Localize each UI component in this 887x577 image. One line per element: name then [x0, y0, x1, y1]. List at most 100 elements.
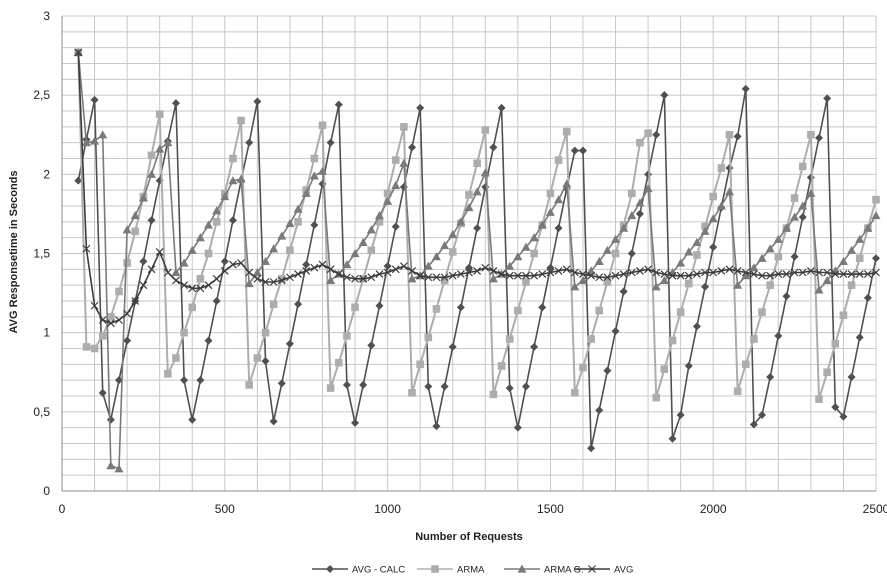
- data-point-arma: [229, 154, 237, 163]
- data-point-arma: [318, 121, 327, 130]
- data-point-avg: [294, 270, 302, 279]
- data-point-avg: [302, 266, 311, 275]
- data-point-avg: [668, 271, 677, 280]
- legend-swatch-marker: [326, 565, 334, 573]
- data-point-arma-g: [651, 282, 661, 291]
- data-point-arma: [709, 192, 717, 201]
- data-point-arma: [807, 130, 815, 139]
- data-point-arma-g: [81, 138, 91, 147]
- data-point-avg: [367, 273, 376, 282]
- data-point-arma-g: [773, 234, 783, 243]
- series-layer: [73, 47, 881, 473]
- data-point-avg-calc: [489, 143, 498, 152]
- data-point-arma: [628, 189, 636, 198]
- legend-swatch-marker: [431, 565, 439, 573]
- data-point-arma-g: [480, 168, 490, 177]
- data-point-avg-calc: [294, 300, 303, 309]
- data-point-avg-calc: [220, 257, 229, 266]
- data-point-arma: [562, 127, 571, 136]
- data-point-arma-g: [326, 275, 336, 285]
- data-point-avg: [644, 265, 653, 274]
- legend-item-arma: ARMA: [417, 565, 485, 576]
- legend-item-arma-g: ARMA G.: [504, 564, 584, 576]
- data-point-avg: [220, 266, 229, 275]
- data-point-avg-calc: [684, 361, 693, 370]
- data-point-arma: [383, 189, 392, 198]
- y-tick-label: 0: [43, 484, 50, 498]
- data-point-arma: [514, 306, 522, 315]
- data-point-arma-g: [765, 244, 775, 253]
- data-point-arma-g: [407, 274, 417, 283]
- data-point-avg: [131, 297, 140, 305]
- data-point-arma: [497, 362, 506, 370]
- data-point-avg: [749, 270, 758, 279]
- data-point-arma: [660, 365, 669, 373]
- series-avg-calc: [74, 84, 880, 453]
- data-point-avg: [701, 268, 709, 277]
- data-point-arma-g: [781, 223, 791, 232]
- data-point-avg-calc: [587, 444, 596, 453]
- data-point-avg-calc: [375, 301, 384, 310]
- data-point-avg: [595, 273, 604, 282]
- data-point-arma-g: [130, 211, 140, 220]
- data-point-arma: [408, 389, 416, 397]
- data-point-arma-g: [244, 279, 254, 288]
- data-point-arma-g: [554, 195, 564, 204]
- data-point-avg: [872, 268, 880, 277]
- data-point-avg: [758, 271, 766, 280]
- data-point-avg: [522, 271, 530, 280]
- data-point-arma: [90, 344, 99, 353]
- data-point-avg: [229, 260, 237, 269]
- data-point-arma-g: [220, 192, 230, 201]
- data-point-avg: [172, 276, 180, 285]
- data-point-arma-g: [252, 268, 262, 277]
- data-point-avg: [636, 266, 644, 275]
- data-point-avg-calc: [440, 382, 449, 391]
- data-point-arma-g: [440, 241, 450, 250]
- data-point-avg-calc: [709, 243, 718, 252]
- x-tick-label: 2500: [863, 502, 887, 516]
- data-point-avg: [359, 274, 368, 283]
- data-point-avg: [163, 268, 172, 277]
- data-point-arma-g: [602, 245, 612, 254]
- data-point-avg-calc: [782, 292, 791, 301]
- data-point-avg: [725, 265, 734, 274]
- axes: [61, 16, 876, 492]
- data-point-arma: [554, 156, 563, 164]
- data-point-avg-calc: [74, 176, 83, 185]
- data-point-avg-calc: [359, 380, 368, 389]
- data-point-arma: [204, 249, 213, 258]
- data-point-avg: [774, 270, 783, 279]
- data-point-arma-g: [261, 256, 270, 266]
- legend: AVG - CALC ARMA ARMA G. AVG: [312, 564, 633, 576]
- data-point-avg: [676, 271, 685, 280]
- data-point-avg: [408, 266, 416, 275]
- data-point-avg-calc: [367, 341, 376, 350]
- data-point-arma-g: [822, 275, 832, 285]
- data-point-avg: [204, 281, 213, 290]
- data-point-arma: [636, 138, 644, 147]
- data-point-arma: [668, 336, 677, 345]
- data-point-avg-calc: [701, 282, 710, 291]
- data-point-avg: [562, 265, 571, 274]
- data-point-avg: [847, 270, 856, 279]
- data-point-avg: [269, 278, 278, 286]
- data-point-avg-calc: [188, 415, 197, 424]
- data-point-arma: [375, 218, 384, 226]
- data-point-arma-g: [684, 247, 694, 256]
- data-point-avg: [839, 270, 848, 279]
- data-point-arma: [855, 254, 864, 263]
- data-point-arma: [400, 123, 408, 131]
- data-point-arma-g: [708, 214, 718, 223]
- data-point-avg: [587, 271, 596, 280]
- data-point-avg-calc: [171, 99, 180, 108]
- legend-label: AVG - CALC: [352, 565, 405, 576]
- data-point-arma: [440, 276, 449, 285]
- data-point-avg: [782, 270, 791, 279]
- data-point-avg-calc: [570, 146, 579, 155]
- data-point-arma: [269, 300, 278, 308]
- data-point-avg-calc: [578, 146, 587, 155]
- data-point-arma: [595, 306, 604, 315]
- data-point-avg: [473, 266, 482, 275]
